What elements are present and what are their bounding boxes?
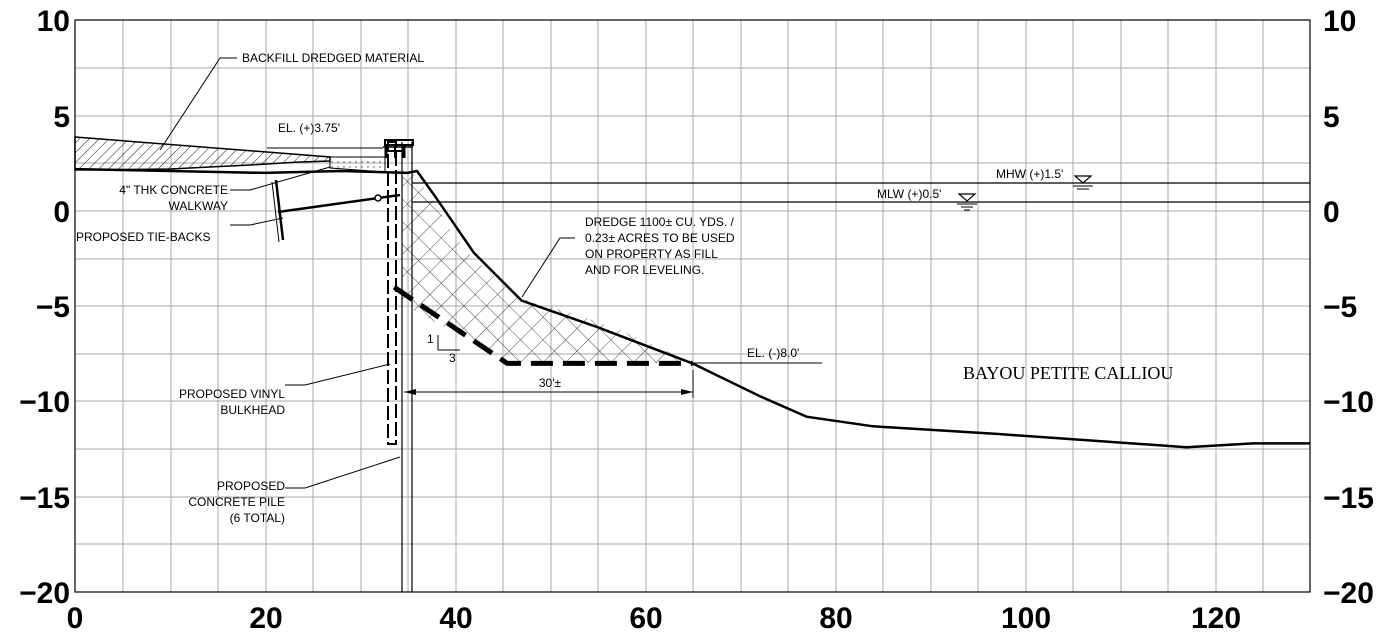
pile-label-line1: PROPOSED (217, 479, 285, 493)
plot-frame (74, 19, 1311, 593)
concrete-pile (401, 142, 413, 592)
slope-indicator (437, 335, 460, 351)
backfill-label: BACKFILL DREDGED MATERIAL (242, 51, 424, 65)
slope-run-label: 3 (449, 351, 456, 365)
pile-label-line3: (6 TOTAL) (230, 511, 285, 525)
dredge-label-line3: ON PROPERTY AS FILL (585, 247, 718, 261)
x-tick-label: 80 (819, 602, 852, 635)
mhw-label: MHW (+)1.5' (996, 167, 1063, 181)
bulkhead-label-line1: PROPOSED VINYL (179, 387, 285, 401)
elevation-top-label: EL. (+)3.75' (278, 121, 340, 135)
tie-back (271, 179, 401, 243)
backfill-area (74, 136, 331, 171)
x-axis: 0 20 40 60 80 100 120 (67, 602, 1241, 635)
y-tick-label: −20 (19, 577, 70, 610)
y-tick-label: 5 (53, 101, 70, 134)
y-tick-label: −15 (19, 482, 70, 515)
y-axis-left: 10 5 0 −5 −10 −15 −20 (19, 5, 70, 610)
mlw-water-symbol (957, 193, 977, 211)
y-tick-label: −10 (19, 386, 70, 419)
dredge-label-line4: AND FOR LEVELING. (585, 263, 704, 277)
slope-rise-label: 1 (427, 332, 434, 346)
y-tick-label: −5 (36, 291, 70, 324)
dimension-label: 30'± (539, 376, 562, 390)
cap-detail (383, 139, 414, 158)
bayou-label: BAYOU PETITE CALLIOU (963, 363, 1173, 383)
existing-grade-line (74, 167, 1310, 449)
y-tick-label: −15 (1323, 482, 1374, 515)
x-tick-label: 20 (249, 602, 282, 635)
dredge-area (402, 172, 693, 363)
y-tick-label: −20 (1323, 577, 1374, 610)
x-tick-label: 60 (629, 602, 662, 635)
x-tick-label: 120 (1191, 602, 1241, 635)
bulkhead-label-line2: BULKHEAD (220, 403, 285, 417)
x-tick-label: 100 (1001, 602, 1051, 635)
mhw-water-symbol (1073, 175, 1093, 190)
tiebacks-label: PROPOSED TIE-BACKS (76, 230, 210, 244)
dredge-label-line1: DREDGE 1100± CU. YDS. / (585, 215, 735, 229)
y-tick-label: 10 (1323, 5, 1356, 38)
dredge-template-line (392, 285, 693, 366)
y-tick-label: −5 (1323, 291, 1357, 324)
x-tick-label: 0 (67, 602, 84, 635)
x-tick-label: 40 (439, 602, 472, 635)
concrete-walkway (329, 156, 386, 173)
y-axis-right: 10 5 0 −5 −10 −15 −20 (1323, 5, 1374, 610)
walkway-label-line2: WALKWAY (168, 199, 228, 213)
dimension-line (404, 370, 694, 398)
elevation-bottom-label: EL. (-)8.0' (747, 346, 799, 360)
y-tick-label: 0 (1323, 196, 1340, 229)
y-tick-label: 10 (37, 5, 70, 38)
y-tick-label: −10 (1323, 386, 1374, 419)
grid (75, 20, 1310, 592)
walkway-label-line1: 4" THK CONCRETE (119, 183, 228, 197)
mlw-label: MLW (+)0.5' (877, 187, 941, 201)
y-tick-label: 5 (1323, 101, 1340, 134)
vinyl-bulkhead (387, 141, 397, 445)
y-tick-label: 0 (53, 196, 70, 229)
dredge-label-line2: 0.23± ACRES TO BE USED (585, 231, 735, 245)
leader-lines (159, 57, 822, 489)
pile-label-line2: CONCRETE PILE (188, 495, 285, 509)
